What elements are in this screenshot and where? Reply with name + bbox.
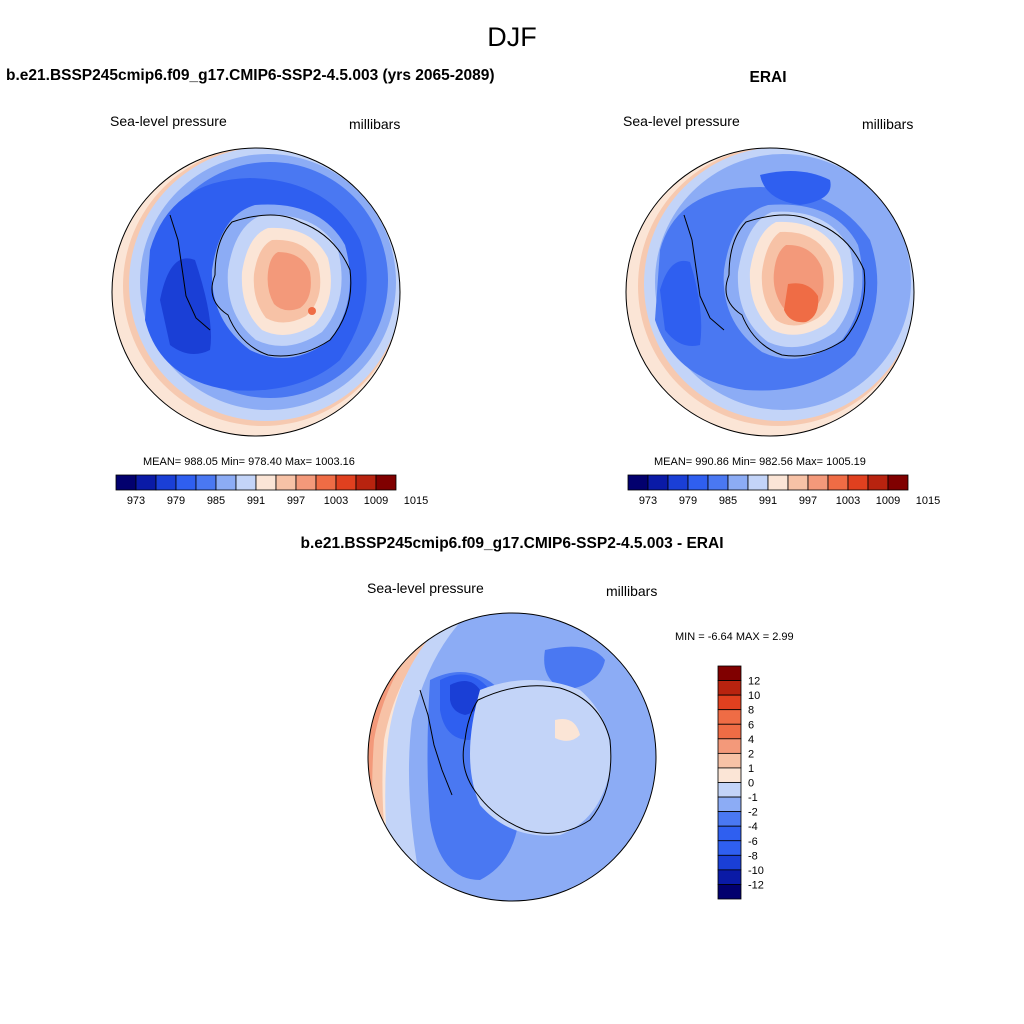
panel1-variable-label: Sea-level pressure xyxy=(110,113,227,129)
panel2-title: ERAI xyxy=(749,69,787,86)
map2-colorbar-tick-label: 1009 xyxy=(876,495,900,507)
panel2-variable-label: Sea-level pressure xyxy=(623,113,740,129)
map2-colorbar-swatch xyxy=(787,474,809,491)
map3-colorbar-tick-label: -6 xyxy=(748,836,758,848)
map3-colorbar-tick-label: -1 xyxy=(748,792,758,804)
map3-colorbar-tick-label: -8 xyxy=(748,850,758,862)
map3-colorbar-swatch xyxy=(717,825,742,842)
map1-colorbar-tick-label: 997 xyxy=(287,495,305,507)
map1-colorbar-swatch xyxy=(255,474,277,491)
map3-colorbar-tick-label: -12 xyxy=(748,879,764,891)
panel3-stats: MIN = -6.64 MAX = 2.99 xyxy=(675,631,794,643)
map2-colorbar-tick-label: 997 xyxy=(799,495,817,507)
map1-colorbar-swatch xyxy=(295,474,317,491)
map2-colorbar-swatch xyxy=(727,474,749,491)
map1-colorbar-swatch xyxy=(375,474,397,491)
map3-colorbar-swatch xyxy=(717,709,742,725)
panel2-units-label: millibars xyxy=(862,116,914,132)
panel1-units-label: millibars xyxy=(349,116,401,132)
map1-colorbar-swatch xyxy=(315,474,337,491)
map3-colorbar-tick-label: -2 xyxy=(748,807,758,819)
map3-colorbar-swatch xyxy=(717,767,742,783)
map1-colorbar-swatch xyxy=(135,474,157,491)
map1-colorbar-swatch xyxy=(335,474,357,491)
map1-colorbar-swatch xyxy=(275,474,297,491)
map2-colorbar-swatch xyxy=(667,474,689,491)
map3-colorbar-swatch xyxy=(717,796,742,813)
map3-polar-plot xyxy=(367,612,657,902)
map2-colorbar-tick-label: 979 xyxy=(679,495,697,507)
map3-colorbar-tick-label: 12 xyxy=(748,676,760,688)
map3-colorbar-swatch xyxy=(717,869,742,885)
map3-colorbar-tick-label: 10 xyxy=(748,690,760,702)
map2-colorbar-tick-label: 973 xyxy=(639,495,657,507)
map2-colorbar: 973 979 985 991 997 1003 1009 1015 xyxy=(627,474,940,507)
map2-colorbar-swatch xyxy=(627,474,649,491)
map1-colorbar-swatch xyxy=(355,474,377,491)
map3-colorbar-swatch xyxy=(717,665,742,681)
map2-colorbar-swatch xyxy=(887,474,909,491)
map2-colorbar-tick-label: 991 xyxy=(759,495,777,507)
panel3-title: b.e21.BSSP245cmip6.f09_g17.CMIP6-SSP2-4.… xyxy=(300,535,724,552)
map3-colorbar-tick-label: -4 xyxy=(748,821,758,833)
map2-colorbar-swatch xyxy=(647,474,669,491)
map1-colorbar-swatch xyxy=(215,474,237,491)
figure-title: DJF xyxy=(487,22,537,52)
map1-colorbar-tick-label: 1009 xyxy=(364,495,388,507)
map1-colorbar-tick-label: 973 xyxy=(127,495,145,507)
map1-colorbar-swatch xyxy=(155,474,177,491)
map1-colorbar: 973 979 985 991 997 1003 1009 1015 xyxy=(115,474,428,507)
map3-colorbar-swatch xyxy=(717,811,742,827)
panel3-units-label: millibars xyxy=(606,583,658,599)
map2-colorbar-swatch xyxy=(747,474,769,491)
map2-colorbar-swatch xyxy=(827,474,849,491)
map2-polar-plot xyxy=(625,147,915,437)
map2-colorbar-swatch xyxy=(807,474,829,491)
map1-colorbar-tick-label: 1015 xyxy=(404,495,428,507)
map3-colorbar-tick-label: 0 xyxy=(748,778,754,790)
map3-colorbar-tick-label: 2 xyxy=(748,748,754,760)
map1-colorbar-swatch xyxy=(115,474,137,491)
map3-colorbar-tick-label: 1 xyxy=(748,763,754,775)
map3-colorbar-tick-label: 6 xyxy=(748,719,754,731)
panel1-title: b.e21.BSSP245cmip6.f09_g17.CMIP6-SSP2-4.… xyxy=(6,67,495,84)
map1-colorbar-swatch xyxy=(235,474,257,491)
map3-colorbar-swatch xyxy=(717,854,742,871)
map2-colorbar-tick-label: 1003 xyxy=(836,495,860,507)
map3-colorbar-swatch xyxy=(717,752,742,769)
map3-colorbar-tick-label: 8 xyxy=(748,705,754,717)
map1-colorbar-swatch xyxy=(175,474,197,491)
panel1-stats: MEAN= 988.05 Min= 978.40 Max= 1003.16 xyxy=(143,456,355,468)
map3-colorbar-tick-label: 4 xyxy=(748,734,754,746)
map2-colorbar-swatch xyxy=(687,474,709,491)
map1-colorbar-tick-label: 991 xyxy=(247,495,265,507)
map3-colorbar-swatch xyxy=(717,694,742,711)
map3-colorbar-swatch xyxy=(717,680,742,696)
map2-colorbar-swatch xyxy=(707,474,729,491)
map3-colorbar-swatch xyxy=(717,782,742,798)
map2-colorbar-swatch xyxy=(767,474,789,491)
map3-colorbar-swatch xyxy=(717,738,742,754)
map2-colorbar-tick-label: 985 xyxy=(719,495,737,507)
map1-polar-plot xyxy=(111,147,401,437)
map1-colorbar-tick-label: 979 xyxy=(167,495,185,507)
map2-colorbar-swatch xyxy=(847,474,869,491)
map2-colorbar-swatch xyxy=(867,474,889,491)
panel2-stats: MEAN= 990.86 Min= 982.56 Max= 1005.19 xyxy=(654,456,866,468)
map3-colorbar-swatch xyxy=(717,840,742,856)
map1-colorbar-swatch xyxy=(195,474,217,491)
map3-colorbar-tick-label: -10 xyxy=(748,865,764,877)
map1-colorbar-tick-label: 1003 xyxy=(324,495,348,507)
map1-colorbar-tick-label: 985 xyxy=(207,495,225,507)
panel3-variable-label: Sea-level pressure xyxy=(367,580,484,596)
map3-colorbar-swatch xyxy=(717,884,742,900)
map3-colorbar-swatch xyxy=(717,723,742,740)
map2-colorbar-tick-label: 1015 xyxy=(916,495,940,507)
